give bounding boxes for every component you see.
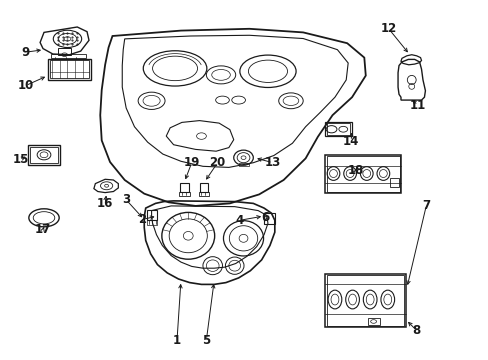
Bar	[238, 163, 249, 166]
Bar	[198, 192, 209, 196]
Bar	[146, 210, 157, 220]
Text: 11: 11	[409, 99, 426, 112]
Text: 17: 17	[35, 223, 51, 236]
Bar	[146, 220, 157, 225]
Text: 10: 10	[17, 79, 34, 92]
Text: 4: 4	[235, 214, 243, 227]
Bar	[48, 59, 91, 80]
Text: 2: 2	[138, 213, 145, 226]
Bar	[30, 147, 58, 163]
Text: 3: 3	[122, 193, 130, 206]
Text: 16: 16	[97, 197, 113, 210]
Text: 7: 7	[422, 199, 429, 212]
Bar	[326, 156, 399, 192]
Text: 14: 14	[342, 135, 359, 148]
Text: 18: 18	[347, 165, 364, 177]
Bar	[180, 183, 188, 192]
Text: 13: 13	[264, 156, 281, 169]
Text: 6: 6	[261, 211, 268, 224]
Bar	[28, 145, 60, 165]
Text: 1: 1	[173, 334, 181, 347]
Text: 20: 20	[209, 156, 225, 169]
Bar	[50, 60, 89, 78]
Text: 19: 19	[183, 156, 200, 169]
Bar	[58, 48, 71, 55]
Text: 15: 15	[12, 153, 29, 166]
Text: 5: 5	[202, 334, 210, 347]
Bar	[325, 274, 405, 327]
Bar	[326, 275, 404, 326]
Bar	[51, 54, 85, 58]
Bar	[199, 183, 208, 192]
Bar	[264, 213, 274, 224]
Bar	[389, 178, 398, 187]
Bar	[179, 192, 189, 196]
Bar	[325, 122, 351, 136]
Bar	[326, 123, 349, 135]
Text: 12: 12	[380, 22, 396, 35]
Text: 8: 8	[412, 324, 420, 337]
Text: 9: 9	[21, 46, 29, 59]
Bar	[325, 155, 400, 193]
Bar	[367, 318, 379, 325]
